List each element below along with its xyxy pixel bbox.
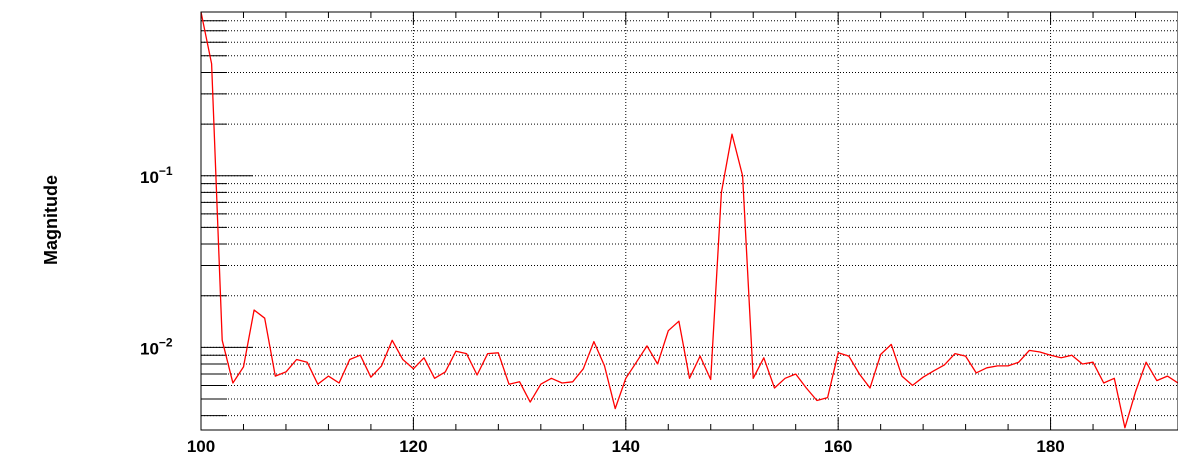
series-layer (200, 11, 1178, 429)
x-tick-label: 180 (1036, 437, 1064, 456)
x-tick-label: 160 (824, 437, 852, 456)
x-tick-label: 100 (187, 437, 215, 456)
x-tick-label: 120 (399, 437, 427, 456)
grid (200, 11, 1178, 430)
y-tick-label: 10−1 (140, 164, 173, 187)
x-tick-label: 140 (612, 437, 640, 456)
y-axis-title: Magnitude (41, 175, 61, 265)
tick-labels: 100 120 140 160 180 10−2 10−1 (140, 164, 1065, 456)
plot-frame (200, 11, 1178, 431)
axis-ticks (200, 11, 1178, 430)
series-line (200, 11, 1178, 429)
y-tick-label: 10−2 (140, 335, 173, 358)
